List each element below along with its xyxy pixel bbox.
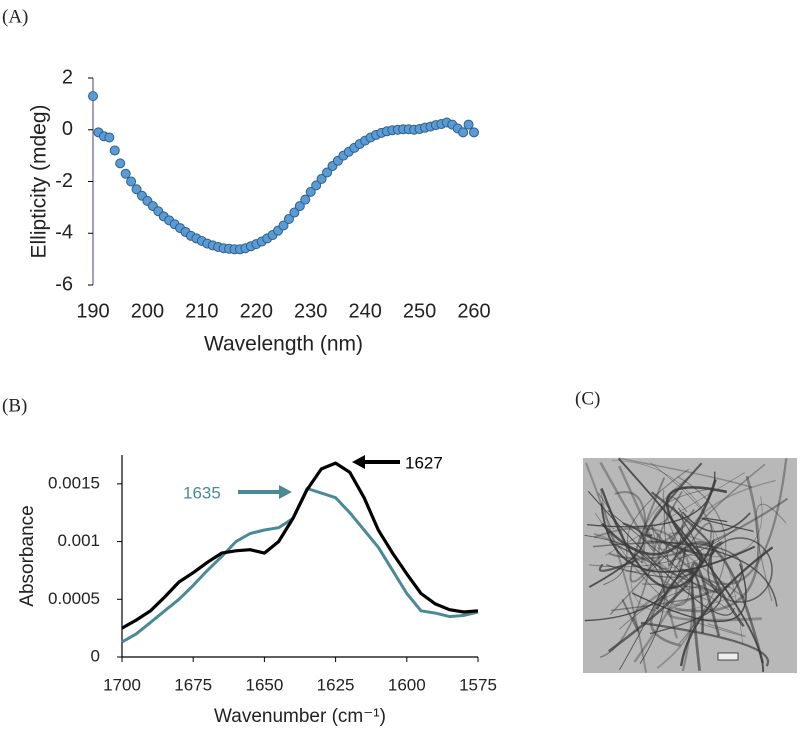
y-tick-label: 2 bbox=[62, 66, 73, 88]
x-tick-label: 230 bbox=[294, 300, 327, 322]
fibril bbox=[600, 478, 717, 556]
point bbox=[458, 127, 469, 138]
point bbox=[294, 201, 305, 212]
annotation: 1627 bbox=[405, 453, 443, 472]
point bbox=[131, 184, 142, 195]
fibril bbox=[593, 541, 744, 598]
fibril bbox=[629, 477, 696, 583]
x-tick-label: 250 bbox=[403, 300, 436, 322]
scale-bar bbox=[717, 652, 739, 661]
annotation-arrowhead bbox=[352, 455, 365, 469]
fibril bbox=[631, 563, 747, 623]
fibril bbox=[597, 492, 628, 586]
series-line bbox=[121, 487, 479, 644]
point bbox=[469, 127, 479, 138]
point bbox=[463, 119, 474, 130]
panel-label: (B) bbox=[2, 395, 27, 416]
point bbox=[120, 168, 131, 179]
x-tick-label: 1600 bbox=[388, 675, 426, 694]
x-tick-label: 220 bbox=[240, 300, 273, 322]
fibril bbox=[656, 496, 763, 558]
fibril bbox=[589, 526, 739, 568]
x-tick-label: 240 bbox=[348, 300, 381, 322]
fibril bbox=[755, 503, 787, 602]
fibril bbox=[662, 489, 684, 554]
x-tick-label: 1575 bbox=[459, 675, 497, 694]
fibril bbox=[599, 461, 656, 552]
fibril bbox=[600, 488, 715, 589]
fibril bbox=[649, 458, 788, 586]
y-tick-label: -6 bbox=[55, 273, 73, 295]
point bbox=[283, 214, 294, 225]
fibril bbox=[585, 462, 647, 673]
fibril bbox=[668, 532, 746, 600]
fibril bbox=[649, 557, 710, 647]
point bbox=[322, 167, 333, 178]
fibril bbox=[649, 568, 722, 635]
fibril bbox=[599, 533, 660, 658]
tem-image bbox=[583, 457, 797, 673]
x-axis-title: Wavelength (nm) bbox=[204, 333, 363, 356]
x-tick-label: 190 bbox=[76, 300, 109, 322]
fibril bbox=[633, 586, 678, 663]
fibril bbox=[668, 541, 765, 664]
fibril bbox=[614, 491, 647, 564]
panel-label: (A) bbox=[2, 6, 28, 27]
series-line bbox=[121, 461, 479, 630]
x-tick-label: 200 bbox=[131, 300, 164, 322]
fibril bbox=[619, 584, 706, 630]
fibril bbox=[690, 561, 721, 671]
y-tick-label: 0.0005 bbox=[48, 589, 100, 608]
fibril bbox=[701, 517, 754, 532]
x-tick-label: 1700 bbox=[103, 675, 141, 694]
x-tick-label: 1650 bbox=[245, 675, 283, 694]
y-tick-label: -2 bbox=[55, 170, 73, 192]
fibril bbox=[655, 569, 704, 634]
fibril bbox=[594, 512, 691, 606]
point bbox=[311, 180, 322, 191]
point bbox=[289, 207, 300, 218]
fibril bbox=[611, 460, 744, 645]
point bbox=[104, 132, 115, 143]
x-tick-label: 210 bbox=[185, 300, 218, 322]
point bbox=[115, 158, 126, 169]
point bbox=[278, 220, 289, 231]
annotation: 1635 bbox=[183, 483, 221, 502]
fibril bbox=[618, 457, 753, 489]
point bbox=[126, 176, 137, 187]
x-tick-label: 1675 bbox=[174, 675, 212, 694]
y-tick-label: 0.001 bbox=[57, 531, 100, 550]
fibril bbox=[690, 620, 746, 637]
fibril bbox=[587, 471, 716, 528]
y-axis-title: Ellipticity (mdeg) bbox=[28, 104, 51, 258]
fibril bbox=[598, 558, 638, 572]
fibrils bbox=[584, 457, 789, 673]
panel-label: (C) bbox=[575, 388, 600, 409]
point bbox=[88, 91, 98, 102]
fibril bbox=[679, 546, 774, 667]
point bbox=[109, 145, 120, 156]
point bbox=[300, 194, 311, 205]
fibril bbox=[681, 511, 751, 533]
x-tick-label: 260 bbox=[457, 300, 490, 322]
fibril bbox=[600, 488, 615, 530]
fibril bbox=[647, 540, 778, 607]
fibril bbox=[584, 547, 686, 622]
x-axis-title: Wavenumber (cm⁻¹) bbox=[214, 706, 386, 727]
annotation-arrowhead bbox=[279, 485, 292, 499]
fibril bbox=[605, 506, 701, 578]
y-tick-label: 0 bbox=[91, 646, 100, 665]
y-tick-label: 0.0015 bbox=[48, 473, 100, 492]
y-tick-label: 0 bbox=[62, 118, 73, 140]
fibril bbox=[666, 584, 762, 622]
x-tick-label: 1625 bbox=[317, 675, 355, 694]
y-axis-title: Absorbance bbox=[17, 505, 38, 606]
fibril bbox=[643, 522, 713, 627]
fibril bbox=[604, 472, 746, 556]
point bbox=[316, 173, 327, 184]
point bbox=[305, 186, 316, 197]
y-tick-label: -4 bbox=[55, 222, 73, 244]
ring bbox=[707, 537, 773, 603]
